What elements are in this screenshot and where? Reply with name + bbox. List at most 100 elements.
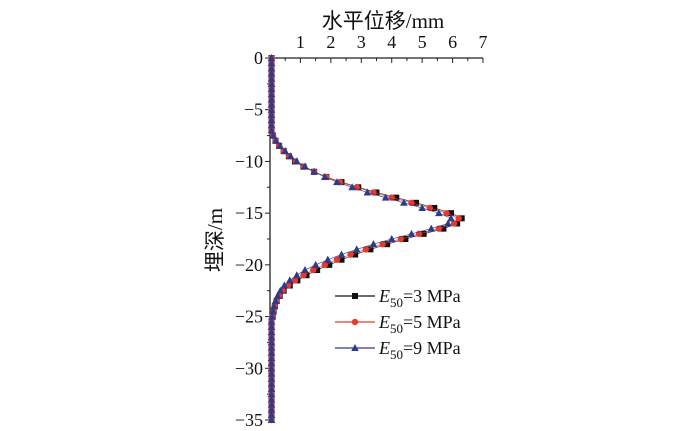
y-tick-label: −15 <box>235 203 263 223</box>
data-point <box>321 261 328 269</box>
data-point <box>413 199 420 206</box>
data-point <box>267 74 276 82</box>
data-point <box>387 235 396 242</box>
data-point <box>310 167 318 175</box>
data-point <box>267 328 276 336</box>
data-point <box>407 229 416 237</box>
x-tick-label: 6 <box>448 32 457 52</box>
data-point <box>333 256 341 263</box>
data-point <box>272 136 280 144</box>
data-point <box>267 105 276 113</box>
data-point <box>393 194 400 201</box>
data-point <box>269 131 277 139</box>
data-point <box>400 198 408 206</box>
axes: 1 2 3 4 5 6 7 0 −5 −10 −15 −20 −25 −30 −35 <box>235 32 488 430</box>
legend-sub: 50 <box>390 295 403 310</box>
data-point <box>348 183 356 191</box>
data-point <box>267 395 276 403</box>
data-point <box>268 312 276 320</box>
data-point <box>300 272 307 279</box>
data-point <box>291 277 299 284</box>
data-point <box>324 255 332 263</box>
data-point <box>435 209 443 217</box>
x-tick-label: 4 <box>387 32 396 52</box>
data-point <box>280 281 289 289</box>
data-point <box>352 245 361 253</box>
data-point <box>267 343 276 351</box>
data-point <box>440 225 447 232</box>
data-point <box>338 256 345 263</box>
data-point <box>267 405 276 413</box>
data-point <box>267 353 276 361</box>
data-point <box>448 210 455 217</box>
data-point <box>443 209 450 217</box>
data-point <box>267 410 276 418</box>
legend-var: E <box>378 312 390 332</box>
x-axis-label: 水平位移/mm <box>322 9 445 33</box>
data-point <box>267 126 276 134</box>
data-point <box>420 230 427 237</box>
data-point <box>267 59 276 67</box>
data-point <box>267 317 276 325</box>
data-point <box>427 224 436 232</box>
data-point <box>326 261 333 268</box>
y-tick-label: −10 <box>235 151 263 171</box>
data-point <box>267 110 276 118</box>
legend-label: E50=3 MPa <box>378 286 461 310</box>
legend-item: E50=9 MPa <box>335 338 461 362</box>
series-line <box>271 58 460 420</box>
y-axis-label: 埋深/m <box>203 208 227 272</box>
data-point <box>455 215 462 222</box>
data-point <box>285 276 294 284</box>
data-point <box>267 69 276 77</box>
legend-var: E <box>378 338 390 358</box>
data-point <box>273 291 282 299</box>
data-point <box>286 152 295 160</box>
data-point <box>267 359 276 367</box>
data-point <box>352 251 359 258</box>
data-point <box>450 220 458 227</box>
data-point <box>292 157 301 165</box>
data-point <box>270 302 278 310</box>
y-tick-label: −25 <box>235 307 263 327</box>
data-point <box>367 246 374 253</box>
series-group <box>267 54 465 424</box>
data-point <box>267 121 276 129</box>
legend-item: E50=5 MPa <box>335 312 461 336</box>
data-point <box>301 162 309 170</box>
data-point <box>320 172 329 180</box>
x-tick-label: 5 <box>418 32 427 52</box>
data-point <box>363 188 372 196</box>
data-point <box>384 241 391 248</box>
data-point <box>402 236 409 242</box>
data-point <box>267 369 276 377</box>
data-point <box>281 147 290 155</box>
series-line <box>271 58 463 420</box>
data-point <box>267 322 276 330</box>
y-tick-label: −20 <box>235 255 263 275</box>
legend-value: =3 MPa <box>403 286 461 306</box>
y-tick-label: 0 <box>254 48 263 68</box>
y-tick-label: −35 <box>235 410 263 430</box>
y-tick-label: −30 <box>235 358 263 378</box>
data-point <box>267 333 276 341</box>
data-point <box>333 178 341 186</box>
data-point <box>311 260 320 268</box>
x-tick-label: 2 <box>326 32 335 52</box>
data-point <box>310 266 317 274</box>
data-point <box>267 384 276 392</box>
data-point <box>267 374 276 382</box>
data-point <box>267 400 276 408</box>
data-point <box>418 203 426 211</box>
data-point <box>267 364 276 372</box>
legend-marker <box>352 293 358 299</box>
data-point <box>267 390 276 398</box>
data-point <box>267 416 276 423</box>
data-point <box>267 116 276 124</box>
data-point <box>362 246 370 253</box>
data-point <box>267 90 276 98</box>
data-point <box>337 250 346 258</box>
data-point <box>276 141 284 149</box>
series-triangle <box>267 54 455 423</box>
